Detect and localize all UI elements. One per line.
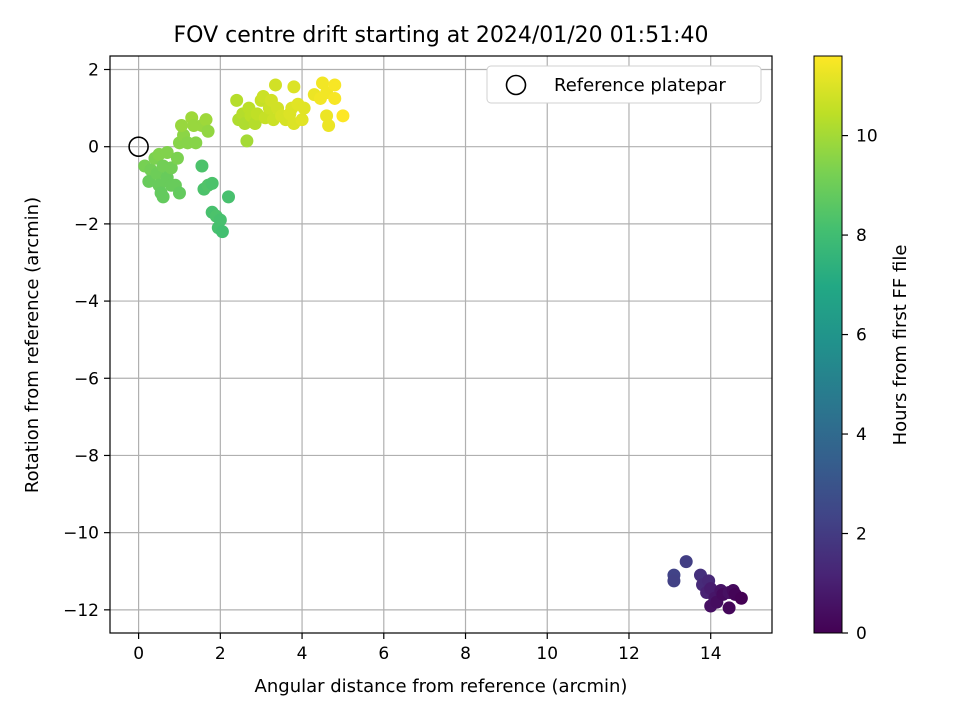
data-point <box>173 187 186 200</box>
data-point <box>202 125 215 138</box>
data-point <box>735 592 748 605</box>
data-point <box>171 152 184 165</box>
data-point <box>222 190 235 203</box>
y-tick-label: −8 <box>74 446 99 466</box>
data-points <box>138 77 748 615</box>
legend: Reference platepar <box>487 66 761 103</box>
data-point <box>296 113 309 126</box>
data-point <box>157 190 170 203</box>
y-axis-ticks: 2 0 −2 −4 −6 −8 −10 −12 <box>63 61 110 621</box>
grid-lines <box>110 56 772 633</box>
x-tick-label: 14 <box>700 644 722 664</box>
colorbar-label: Hours from first FF file <box>890 245 911 446</box>
data-point <box>336 109 349 122</box>
x-tick-label: 6 <box>378 644 389 664</box>
data-point <box>680 555 693 568</box>
legend-label: Reference platepar <box>554 75 726 96</box>
data-point <box>189 136 202 149</box>
colorbar-gradient <box>814 56 842 633</box>
y-tick-label: −4 <box>74 292 99 312</box>
data-point <box>328 78 341 91</box>
colorbar-tick-label: 6 <box>856 326 867 346</box>
data-point <box>269 78 282 91</box>
data-point <box>206 177 219 190</box>
colorbar-tick-label: 2 <box>856 525 867 545</box>
data-point <box>195 159 208 172</box>
plot-frame <box>110 56 772 633</box>
y-tick-label: −10 <box>63 524 99 544</box>
colorbar-tick-label: 4 <box>856 425 867 445</box>
data-point <box>328 92 341 105</box>
y-tick-label: −2 <box>74 215 99 235</box>
y-tick-label: −12 <box>63 601 99 621</box>
y-tick-label: −6 <box>74 369 99 389</box>
x-tick-label: 2 <box>215 644 226 664</box>
colorbar-tick-label: 0 <box>856 624 867 644</box>
data-point <box>322 119 335 132</box>
x-axis-label: Angular distance from reference (arcmin) <box>255 676 628 697</box>
colorbar-ticks: 0 2 4 6 8 10 <box>842 127 878 644</box>
data-point <box>298 102 311 115</box>
y-axis-label: Rotation from reference (arcmin) <box>22 197 43 493</box>
x-tick-label: 10 <box>536 644 558 664</box>
data-point <box>667 574 680 587</box>
x-tick-label: 4 <box>297 644 308 664</box>
x-tick-label: 12 <box>618 644 640 664</box>
colorbar-tick-label: 8 <box>856 226 867 246</box>
data-point <box>230 94 243 107</box>
colorbar: 0 2 4 6 8 10 Hours from first FF file <box>814 56 911 644</box>
data-point <box>723 601 736 614</box>
x-tick-label: 8 <box>460 644 471 664</box>
data-point <box>287 80 300 93</box>
y-tick-label: 2 <box>88 61 99 81</box>
data-point <box>216 225 229 238</box>
chart-title: FOV centre drift starting at 2024/01/20 … <box>174 23 709 48</box>
data-point <box>200 113 213 126</box>
x-axis-ticks: 0 2 4 6 8 10 12 14 <box>133 633 721 664</box>
colorbar-tick-label: 10 <box>856 127 878 147</box>
y-tick-label: 0 <box>88 138 99 158</box>
data-point <box>240 134 253 147</box>
x-tick-label: 0 <box>133 644 144 664</box>
